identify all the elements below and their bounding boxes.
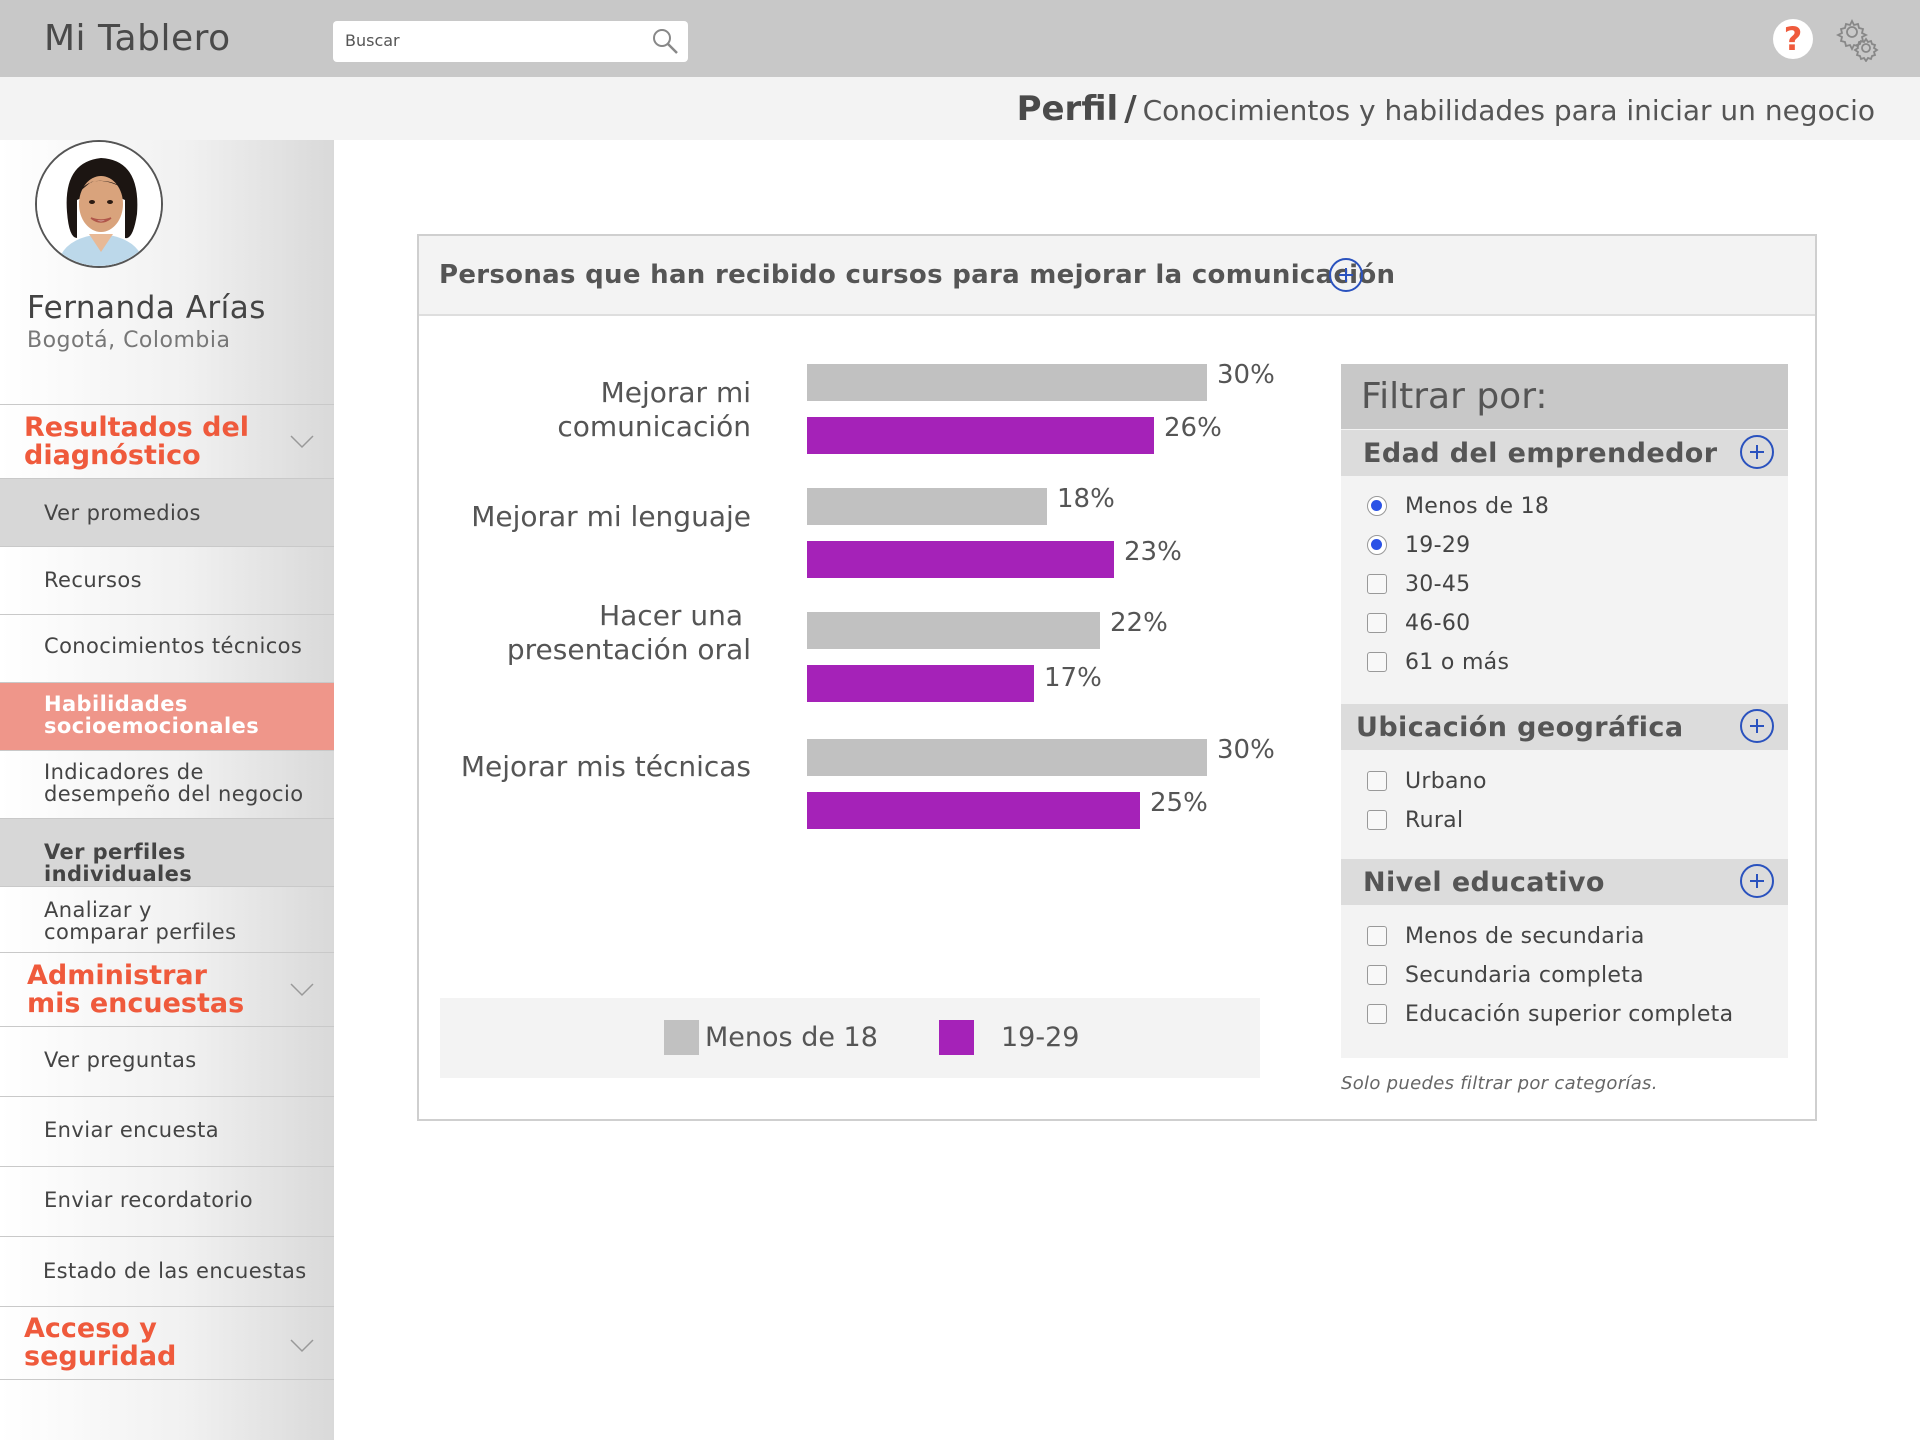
nav-section-label: Administrar mis encuestas	[27, 960, 245, 1019]
card-header: Personas que han recibido cursos para me…	[419, 236, 1815, 316]
chevron-down-icon[interactable]	[290, 1339, 314, 1353]
legend-label: 19-29	[1001, 1022, 1080, 1053]
bar-19-29-4	[807, 792, 1140, 829]
expand-plus-icon[interactable]	[1329, 258, 1363, 292]
option-label: Rural	[1405, 808, 1464, 833]
bar-19-29-3	[807, 665, 1034, 702]
filter-panel: Filtrar por: Edad del emprendedor Menos d…	[1341, 364, 1788, 1058]
sidebar-item-enviar-recordatorio[interactable]: Enviar recordatorio	[0, 1166, 334, 1236]
category-label: Hacer una presentación oral	[506, 599, 751, 666]
user-location: Bogotá, Colombia	[27, 328, 231, 353]
sidebar-item-ver-preguntas[interactable]: Ver preguntas	[0, 1026, 334, 1096]
breadcrumb-main[interactable]: Perfil	[1016, 89, 1119, 129]
app-title: Mi Tablero	[44, 18, 231, 59]
avatar-image	[37, 142, 161, 266]
chart-legend: Menos de 18 19-29	[440, 998, 1260, 1078]
nav-section-acceso[interactable]: Acceso y seguridad	[0, 1306, 334, 1380]
radio-selected[interactable]	[1367, 535, 1387, 555]
filter-group-title: Edad del emprendedor	[1363, 438, 1718, 469]
sidebar-item-indicadores[interactable]: Indicadores de desempeño del negocio	[0, 750, 334, 818]
nav-section-label: Acceso y seguridad	[24, 1313, 177, 1372]
bar-menos-de-18-3	[807, 612, 1100, 649]
filter-group-header[interactable]: Ubicación geográfica	[1341, 704, 1788, 750]
legend-swatch-19-29	[939, 1020, 974, 1055]
bar-menos-de-18-1	[807, 364, 1207, 401]
breadcrumb: Perfil / Conocimientos y habilidades para …	[1017, 89, 1875, 129]
filter-note: Solo puedes filtrar por categorías.	[1341, 1073, 1658, 1094]
breadcrumb-current: Conocimientos y habilidades para iniciar…	[1142, 94, 1875, 127]
expand-plus-icon[interactable]	[1740, 864, 1774, 898]
option-label: Secundaria completa	[1405, 963, 1644, 988]
bar-19-29-2	[807, 541, 1114, 578]
sidebar-item-ver-perfiles-individuales[interactable]: Ver perfiles individuales	[0, 818, 334, 886]
sidebar: Fernanda Arías Bogotá, Colombia Resultad…	[0, 140, 334, 1440]
sidebar-item-conocimientos-tecnicos[interactable]: Conocimientos técnicos	[0, 614, 334, 682]
checkbox[interactable]	[1367, 1004, 1387, 1024]
radio-selected[interactable]	[1367, 496, 1387, 516]
option-label: Educación superior completa	[1405, 1002, 1734, 1027]
checkbox[interactable]	[1367, 965, 1387, 985]
filter-group-title: Nivel educativo	[1363, 867, 1605, 898]
help-button[interactable]: ?	[1773, 19, 1813, 59]
sidebar-item-enviar-encuesta[interactable]: Enviar encuesta	[0, 1096, 334, 1166]
bar-chart: Menos de 18 19-29 Mejorar mi comunicació…	[419, 316, 1299, 1078]
option-label: 30-45	[1405, 572, 1471, 597]
nav-section-administrar[interactable]: Administrar mis encuestas	[0, 952, 334, 1026]
chevron-down-icon[interactable]	[290, 435, 314, 449]
data-label: 17%	[1044, 663, 1102, 693]
chart-card: Personas que han recibido cursos para me…	[417, 234, 1817, 1121]
option-label: 61 o más	[1405, 650, 1510, 675]
option-label: 46-60	[1405, 611, 1471, 636]
nav-section-resultados[interactable]: Resultados del diagnóstico	[0, 404, 334, 478]
data-label: 23%	[1124, 537, 1182, 567]
option-label: Urbano	[1405, 769, 1487, 794]
filter-group-header[interactable]: Nivel educativo	[1341, 859, 1788, 905]
bar-19-29-1	[807, 417, 1154, 454]
gear-icon[interactable]	[1834, 16, 1880, 62]
filter-group-header[interactable]: Edad del emprendedor	[1341, 430, 1788, 476]
breadcrumb-bar: Perfil / Conocimientos y habilidades para …	[0, 77, 1920, 140]
filter-group-title: Ubicación geográfica	[1356, 712, 1684, 743]
sidebar-item-ver-promedios[interactable]: Ver promedios	[0, 478, 334, 546]
category-label: Mejorar mis técnicas	[460, 750, 751, 783]
data-label: 25%	[1150, 788, 1208, 818]
checkbox[interactable]	[1367, 613, 1387, 633]
data-label: 26%	[1164, 413, 1222, 443]
checkbox[interactable]	[1367, 926, 1387, 946]
avatar	[35, 140, 163, 268]
bar-menos-de-18-4	[807, 739, 1207, 776]
option-label: 19-29	[1405, 533, 1471, 558]
legend-swatch-menos-de-18	[664, 1020, 699, 1055]
data-label: 22%	[1110, 608, 1168, 638]
search-input[interactable]	[345, 31, 645, 50]
user-name: Fernanda Arías	[27, 290, 266, 326]
bar-menos-de-18-2	[807, 488, 1047, 525]
legend-label: Menos de 18	[705, 1022, 878, 1053]
data-label: 30%	[1217, 735, 1275, 765]
checkbox[interactable]	[1367, 574, 1387, 594]
expand-plus-icon[interactable]	[1740, 709, 1774, 743]
option-label: Menos de 18	[1405, 494, 1550, 519]
search-icon[interactable]	[650, 26, 680, 56]
option-label: Menos de secundaria	[1405, 924, 1645, 949]
card-title: Personas que han recibido cursos para me…	[439, 260, 1396, 290]
checkbox[interactable]	[1367, 771, 1387, 791]
expand-plus-icon[interactable]	[1740, 435, 1774, 469]
sidebar-item-habilidades-socioemocionales[interactable]: Habilidades socioemocionales	[0, 682, 334, 750]
category-label: Mejorar mi lenguaje	[471, 500, 751, 533]
filter-title: Filtrar por:	[1341, 364, 1788, 429]
data-label: 30%	[1217, 360, 1275, 390]
category-label: Mejorar mi comunicación	[557, 376, 751, 443]
breadcrumb-separator: /	[1124, 89, 1137, 129]
checkbox[interactable]	[1367, 810, 1387, 830]
chevron-down-icon[interactable]	[290, 983, 314, 997]
nav-section-label: Resultados del diagnóstico	[24, 412, 250, 471]
checkbox[interactable]	[1367, 652, 1387, 672]
search-box[interactable]	[333, 21, 688, 62]
sidebar-item-analizar-comparar[interactable]: Analizar y comparar perfiles	[0, 886, 334, 952]
data-label: 18%	[1057, 484, 1115, 514]
sidebar-item-estado-encuestas[interactable]: Estado de las encuestas	[0, 1236, 334, 1306]
sidebar-item-recursos[interactable]: Recursos	[0, 546, 334, 614]
top-bar: Mi Tablero ?	[0, 0, 1920, 77]
